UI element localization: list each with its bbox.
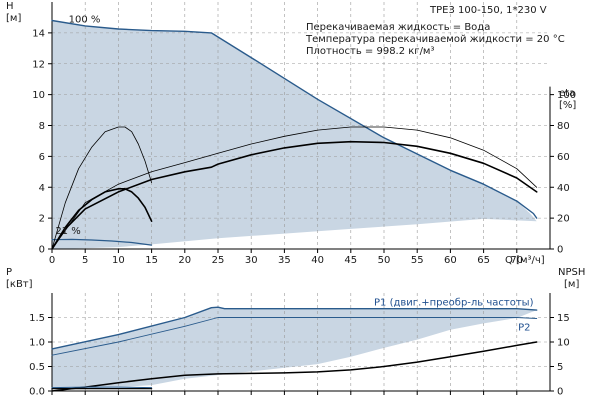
head-chart-ytick-right-label: 60 bbox=[557, 152, 570, 163]
model-label: TPE3 100-150, 1*230 V bbox=[429, 5, 547, 16]
top-right-axis-unit: [%] bbox=[559, 100, 576, 111]
power-chart-ytick-right-label: 5 bbox=[557, 362, 563, 373]
top-x-axis-label: Q [м³/ч] bbox=[505, 255, 545, 266]
power-chart-ytick-left-label: 1.5 bbox=[29, 313, 45, 324]
power-chart-ytick-left-label: 0.0 bbox=[29, 387, 45, 398]
head-chart-xtick-label: 30 bbox=[245, 255, 258, 266]
head-chart-ytick-right-label: 0 bbox=[557, 245, 563, 256]
info-line-liquid: Перекачиваемая жидкость = Вода bbox=[306, 22, 490, 33]
power-chart-series-p_min bbox=[51, 386, 153, 389]
head-chart-series-head_100 bbox=[51, 19, 538, 219]
head-chart-series-head_21 bbox=[51, 238, 153, 246]
head-chart-ytick-left-label: 6 bbox=[39, 152, 45, 163]
top-left-axis-unit: [м] bbox=[6, 13, 21, 24]
head-chart-xtick-label: 5 bbox=[82, 255, 88, 266]
head-chart-ytick-left-label: 14 bbox=[32, 28, 45, 39]
power-chart-series-p2 bbox=[51, 317, 538, 356]
bottom-left-axis-title: P bbox=[6, 267, 12, 278]
head-chart-ytick-left-label: 4 bbox=[39, 183, 45, 194]
head-chart-xtick-label: 65 bbox=[477, 255, 490, 266]
head-chart-series-eta_small bbox=[51, 126, 152, 250]
power-chart-ytick-right-label: 15 bbox=[557, 313, 570, 324]
head-chart-xtick-label: 20 bbox=[178, 255, 191, 266]
head-chart-ytick-right-label: 100 bbox=[557, 90, 576, 101]
power-chart-series-p_duty bbox=[51, 341, 538, 392]
top-right-axis-title: eta bbox=[559, 88, 575, 99]
head-chart-series-eta_main bbox=[51, 126, 538, 250]
head-chart-ytick-left-label: 2 bbox=[39, 214, 45, 225]
power-chart: 0.0 0.5 1.0 1.5 0 5 10 15 P1 (двиг.+преобр-ль ча… bbox=[29, 293, 570, 398]
info-line-temperature: Температура перекачиваемой жидкости = 20… bbox=[305, 34, 565, 45]
info-line-density: Плотность = 998.2 кг/м³ bbox=[306, 46, 435, 57]
head-chart-xtick-label: 0 bbox=[49, 255, 55, 266]
head-chart-xtick-label: 55 bbox=[411, 255, 424, 266]
head-chart-ytick-left-label: 12 bbox=[32, 59, 45, 70]
bottom-right-axis-title: NPSH bbox=[558, 267, 585, 278]
head-chart-ytick-left-label: 8 bbox=[39, 121, 45, 132]
head-chart-ytick-right-label: 20 bbox=[557, 214, 570, 225]
head-chart: 0 2 4 6 8 10 12 14 0 20 40 60 80 100 0 5 10 15 20 25 30 35 40 4… bbox=[32, 2, 576, 266]
head-chart-xtick-label: 60 bbox=[444, 255, 457, 266]
head-chart-xtick-label: 10 bbox=[112, 255, 125, 266]
power-chart-series-label-p1: P1 (двиг.+преобр-ль частоты) bbox=[374, 298, 534, 309]
head-chart-ytick-right-label: 80 bbox=[557, 121, 570, 132]
power-chart-ytick-left-label: 1.0 bbox=[29, 338, 45, 349]
bottom-left-axis-unit: [кВт] bbox=[6, 279, 33, 290]
power-chart-ytick-right-label: 10 bbox=[557, 338, 570, 349]
head-chart-annotation-0: 100 % bbox=[69, 15, 101, 26]
head-chart-xtick-label: 70 bbox=[510, 255, 523, 266]
head-chart-series-head_duty bbox=[51, 140, 538, 250]
power-chart-series-p1 bbox=[51, 306, 538, 350]
bottom-right-axis-unit: [м] bbox=[564, 279, 579, 290]
head-chart-xtick-label: 50 bbox=[378, 255, 391, 266]
head-chart-ytick-right-label: 40 bbox=[557, 183, 570, 194]
head-chart-ytick-left-label: 10 bbox=[32, 90, 45, 101]
head-chart-annotation-1: 21 % bbox=[55, 226, 80, 237]
power-chart-ytick-left-label: 0.5 bbox=[29, 362, 45, 373]
head-chart-series-head_small bbox=[51, 188, 153, 250]
top-left-axis-title: H bbox=[6, 1, 14, 12]
power-chart-ytick-right-label: 0 bbox=[557, 387, 563, 398]
power-chart-shaded-area bbox=[52, 307, 537, 389]
power-chart-series-label-p2: P2 bbox=[518, 322, 530, 333]
head-chart-xtick-label: 15 bbox=[145, 255, 158, 266]
head-chart-xtick-label: 40 bbox=[311, 255, 324, 266]
head-chart-ytick-left-label: 0 bbox=[39, 245, 45, 256]
head-chart-xtick-label: 25 bbox=[212, 255, 225, 266]
head-chart-xtick-label: 45 bbox=[344, 255, 357, 266]
head-chart-xtick-label: 35 bbox=[278, 255, 291, 266]
